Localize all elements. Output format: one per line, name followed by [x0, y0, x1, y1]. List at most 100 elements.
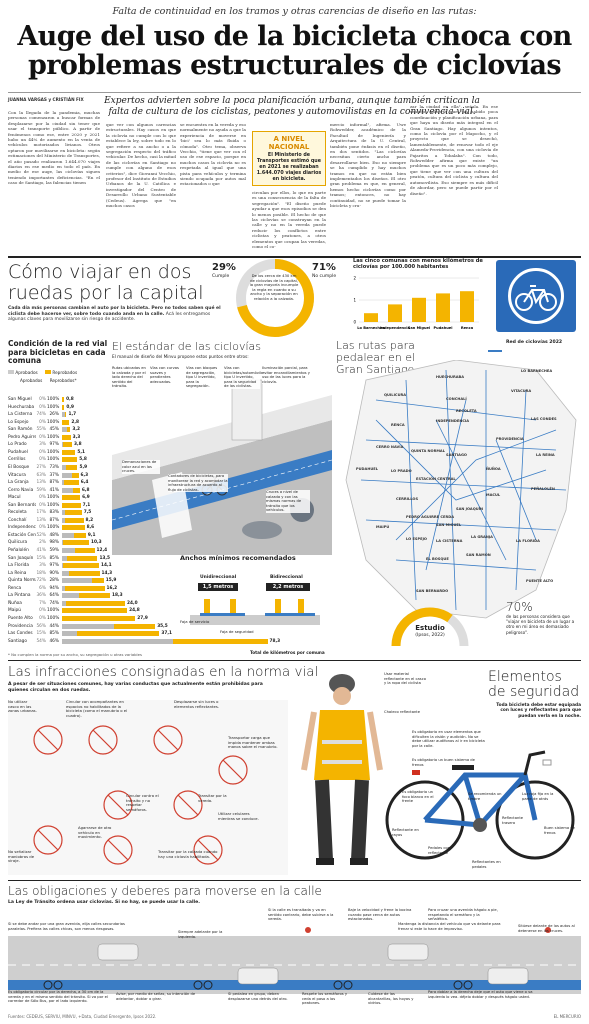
map-comuna-label: EL BOSQUE [426, 557, 449, 561]
condicion-value: 78,3 [269, 638, 281, 644]
condicion-aprob-pct: 13% [36, 480, 46, 486]
condicion-bar [62, 631, 160, 637]
condicion-aprob-pct: 27% [36, 464, 46, 470]
condicion-bar [62, 578, 104, 584]
condicion-reprob-pct: 26% [49, 412, 59, 418]
obligacion-top-item: Sitúese delante de los autos al deteners… [518, 924, 575, 933]
map-comuna-label: PUENTE ALTO [526, 579, 553, 583]
condicion-reprob-pct: 90% [49, 570, 59, 576]
estandar-callout: Vías con bicicletas/automóviles tipo U i… [224, 366, 266, 389]
condicion-comuna: Vitacura [8, 472, 26, 478]
condicion-row: La Pintana 36% 64% 18,3 [8, 592, 348, 599]
infracciones-title: Las infracciones consignadas en la norma… [8, 664, 319, 680]
condicion-row: Maipú 0% 100% 24,8 [8, 607, 348, 614]
condicion-value: 10,3 [91, 540, 102, 546]
bicycle-icon [515, 285, 557, 311]
footer-sources: Fuentes: CEDEUS, SERVIU, MINVU, +Data, C… [8, 1014, 157, 1019]
condicion-comuna: Lo Espejo [8, 419, 29, 425]
condicion-bar [62, 480, 79, 486]
front-light-icon [542, 759, 552, 766]
section-rule-3 [8, 880, 581, 881]
donut-chart [236, 259, 314, 337]
top5-bar [364, 313, 378, 322]
condicion-reprob-pct: 83% [49, 510, 59, 516]
estudio-block: Estudio (Ipsos, 2022) [390, 596, 470, 656]
map-comuna-label: LO PRADO [391, 469, 412, 473]
como-viajar-intro-bold: Cada día más personas cambian el auto po… [8, 306, 221, 317]
condicion-row: San Ramón 55% 45% 3,2 [8, 426, 348, 433]
obligaciones-bottom: Es obligatorio circular por la derecha, … [8, 990, 581, 1014]
condicion-value: 24,0 [127, 600, 138, 606]
estandar-callouts: Rutas ubicadas en la calzada y por el la… [112, 362, 332, 552]
condicion-row: Providencia 56% 44% 35,5 [8, 623, 348, 630]
estandar-callout: Vías con bloques de segregación, tipo U … [186, 366, 220, 389]
article-col-2: que ver con algunos carencias estructura… [106, 122, 176, 209]
map-comuna-label: MACUL [486, 493, 501, 497]
top5-tick-label: 0 [353, 320, 356, 325]
map-comuna-label: PEÑALOLÉN [531, 486, 555, 491]
map-comuna-label: RENCA [391, 423, 405, 427]
condicion-colheads: Aprobados Reprobados* [8, 378, 108, 383]
nacional-box: A NIVEL NACIONAL El Ministerio de Transp… [252, 131, 326, 186]
map-comuna-label: SAN MIGUEL [436, 523, 462, 527]
condicion-row: Peñalolén 41% 59% 12,4 [8, 547, 348, 554]
bicycle-illustration [385, 750, 575, 860]
condicion-value: 24,8 [129, 608, 140, 614]
condicion-bar [62, 638, 268, 644]
condicion-bar [62, 570, 100, 576]
condicion-row: Huechuraba 0% 100% 0,9 [8, 404, 348, 411]
map-comuna-label: ÑUÑOA [486, 466, 501, 471]
condicion-comuna: Lo Prado [8, 442, 27, 448]
article-col-4: circulan por ellos, lo que en parte es u… [252, 190, 326, 250]
condicion-reprob-pct: 85% [49, 555, 59, 561]
uni-label: Unidireccional [200, 575, 237, 580]
condicion-row: Renca 6% 94% 16,2 [8, 585, 348, 592]
seguridad-item: Buen sistema de frenos [544, 826, 575, 835]
condicion-reprob-pct: 87% [49, 517, 59, 523]
condicion-comuna: La Granja [8, 480, 29, 486]
condicion-comuna: Cerro Navia [8, 487, 34, 493]
condicion-row: Santiago 54% 46% 78,3 [8, 638, 348, 645]
condicion-comuna: La Cisterna [8, 412, 33, 418]
condicion-reprob-pct: 45% [49, 427, 59, 433]
condicion-value: 0,8 [66, 397, 74, 402]
top5-category-label: Independencia [380, 326, 410, 330]
rutas-map: LO BARNECHEA HUECHURABA VITACURA QUILICURA R… [345, 360, 577, 619]
condicion-row: Puente Alto 0% 100% 27,9 [8, 615, 348, 622]
condicion-comuna: San Ramón [8, 427, 33, 433]
condicion-bar [62, 623, 156, 629]
obligacion-bottom-item: Cuídese de las alcantarillas, los hoyos … [368, 992, 414, 1005]
condicion-aprob-pct: 17% [36, 510, 46, 516]
map-comuna-label: LO BARNECHEA [521, 369, 552, 373]
obligacion-top-item: Si se debe andar por una gran avenida, e… [8, 922, 125, 931]
map-comuna-label: SAN RAMÓN [466, 552, 491, 557]
estandar-callout: Iluminación parcial, para evitar encandi… [262, 366, 312, 384]
condicion-aprob-pct: 13% [36, 517, 46, 523]
condicion-comuna: Santiago [8, 638, 27, 644]
condicion-row: Lo Espejo 0% 100% 2,8 [8, 419, 348, 426]
condicion-value: 0,9 [66, 404, 74, 410]
condicion-row: Quilicura 2% 98% 10,3 [8, 539, 348, 546]
seguridad-item: Se recomienda un timbre [468, 792, 502, 801]
condicion-comuna: Providencia [8, 623, 33, 629]
estudio-pct: 70% [506, 600, 533, 614]
condicion-bar [62, 563, 99, 569]
condicion-row: El Bosque 27% 73% 5,9 [8, 464, 348, 471]
condicion-reprob-pct: 100% [47, 457, 60, 463]
condicion-row: Ñuñoa 7% 74% 24,0 [8, 600, 348, 607]
map-comuna-label: SAN BERNARDO [416, 589, 448, 593]
condicion-aprob-pct: 6% [39, 585, 46, 591]
estandar-title: El estándar de las ciclovías [112, 340, 262, 353]
condicion-comuna: La Pintana [8, 593, 31, 599]
faja-servicio: Faja de servicio [180, 619, 210, 624]
infraccion-item: Transitar por la calzada cuando hay una … [158, 849, 218, 859]
condicion-comuna: Conchalí [8, 517, 27, 523]
condicion-bar-aprob [62, 570, 69, 576]
obligacion-bottom-item: Para doblar a la derecha deje que el aut… [428, 990, 533, 999]
top5-category-label: Lo Barnechea [357, 326, 385, 330]
condicion-reprob-pct: 100% [47, 404, 60, 410]
subdeck: Expertos advierten sobre la poca planifi… [104, 96, 480, 117]
infracciones-items: No utilizar casco en las zonas urbanas. C… [8, 699, 288, 875]
uni-value: 1,5 metros [198, 583, 238, 591]
col-reprob-head: Reprobados* [49, 377, 77, 383]
